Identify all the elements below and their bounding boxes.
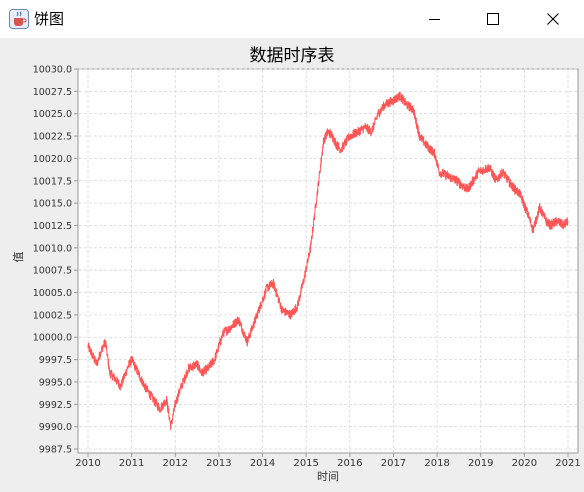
x-tick-label: 2019 (468, 458, 493, 469)
x-tick-label: 2015 (293, 458, 318, 469)
minimize-icon (429, 19, 440, 20)
y-tick-label: 10015.0 (33, 199, 72, 210)
x-tick-label: 2014 (250, 458, 275, 469)
x-tick-label: 2013 (206, 458, 231, 469)
y-tick-label: 10012.5 (33, 221, 72, 232)
x-tick-label: 2018 (424, 458, 449, 469)
title-bar[interactable]: 饼图 (0, 0, 584, 38)
y-axis-label: 值 (12, 252, 25, 263)
y-tick-label: 10005.0 (33, 288, 72, 299)
x-tick-label: 2017 (381, 458, 406, 469)
y-tick-label: 10002.5 (33, 310, 72, 321)
y-tick-label: 9995.0 (39, 377, 72, 388)
series-line (87, 91, 569, 431)
x-tick-label: 2020 (512, 458, 537, 469)
maximize-icon (487, 13, 499, 25)
y-tick-label: 10022.5 (33, 132, 72, 143)
y-tick-label: 10017.5 (33, 176, 72, 187)
close-icon (547, 13, 559, 25)
minimize-button[interactable] (412, 0, 458, 38)
y-tick-label: 9990.0 (39, 422, 72, 433)
line-chart: 9987.5 9990.0 9992.5 9995.0 9997.5 10000.0 100… (12, 65, 581, 484)
y-tick-label: 9987.5 (39, 445, 72, 456)
window-title: 饼图 (34, 10, 65, 28)
y-tick-label: 9997.5 (39, 355, 72, 366)
java-cup-icon (9, 9, 29, 29)
x-tick-label: 2021 (555, 458, 580, 469)
y-tick-label: 10010.0 (33, 243, 72, 254)
y-tick-label: 9992.5 (39, 400, 72, 411)
maximize-button[interactable] (470, 0, 516, 38)
close-button[interactable] (530, 0, 576, 38)
x-tick-label: 2010 (75, 458, 100, 469)
y-tick-label: 10000.0 (33, 333, 72, 344)
plot-area (77, 68, 579, 454)
y-tick-label: 10020.0 (33, 154, 72, 165)
y-tick-label: 10007.5 (33, 266, 72, 277)
chart-title: 数据时序表 (249, 46, 335, 66)
y-tick-label: 10025.0 (33, 109, 72, 120)
x-tick-label: 2016 (337, 458, 362, 469)
x-tick-label: 2011 (119, 458, 144, 469)
x-axis-label: 时间 (317, 470, 339, 483)
y-tick-label: 10027.5 (33, 87, 72, 98)
y-tick-label: 10030.0 (33, 65, 72, 76)
x-tick-label: 2012 (163, 458, 188, 469)
